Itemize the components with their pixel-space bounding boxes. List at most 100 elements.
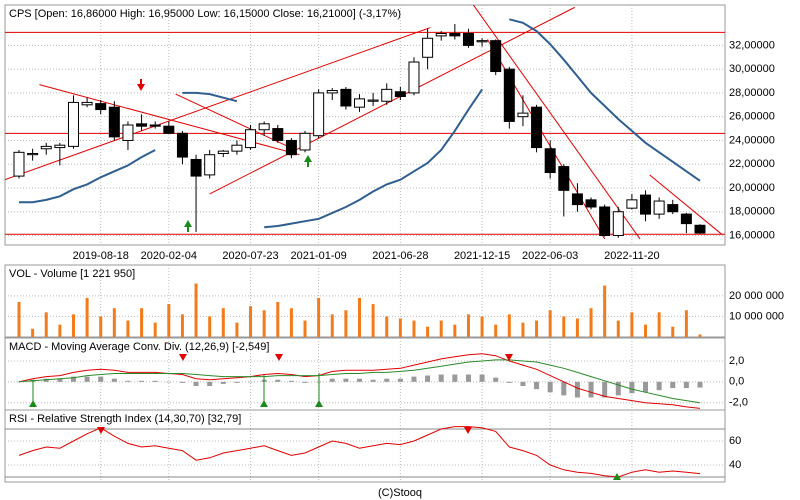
volume-bar [644, 324, 648, 337]
histogram-bar [534, 381, 540, 390]
panel-title: VOL - Volume [1 221 950] [9, 268, 135, 280]
histogram-bar [520, 381, 526, 386]
x-tick-label: 2020-02-04 [141, 250, 197, 262]
histogram-bar [275, 379, 281, 382]
candle-body [462, 33, 474, 46]
candle-body [13, 151, 25, 177]
panel-title: MACD - Moving Average Conv. Div. (12,26,… [9, 341, 269, 353]
y-tick-label: 60 [729, 435, 741, 447]
histogram-bar [452, 374, 458, 382]
histogram-bar [697, 381, 703, 388]
candle-body [190, 158, 202, 177]
volume-bar [140, 308, 144, 337]
indicator-line [18, 359, 701, 404]
candle-body [503, 68, 515, 122]
candle-body [599, 206, 611, 236]
volume-bar [180, 314, 184, 337]
candle-body [381, 88, 393, 102]
volume-bar [412, 320, 416, 337]
histogram-bar [479, 374, 485, 382]
volume-bar [44, 312, 48, 337]
histogram-bar [643, 381, 649, 393]
histogram-bar [465, 374, 471, 382]
histogram-bar [656, 381, 662, 391]
volume-bar [235, 322, 239, 337]
x-tick-label: 2021-01-09 [290, 250, 346, 262]
histogram-bar [98, 376, 104, 382]
volume-bar [167, 304, 171, 337]
candle-body [640, 194, 652, 215]
volume-bar [548, 310, 552, 337]
buy-signal [260, 400, 268, 407]
candle-body [531, 106, 543, 149]
buy-signal [29, 400, 37, 407]
volume-bar [112, 308, 116, 337]
volume-bar [317, 297, 321, 337]
candle-body [694, 224, 706, 234]
histogram-bar [16, 381, 22, 383]
candle-body [313, 92, 325, 137]
y-tick-label: -2,0 [729, 397, 748, 409]
volume-bar [249, 306, 253, 337]
trend-line [39, 84, 300, 156]
candle-body [81, 101, 93, 106]
candle-body [163, 125, 175, 134]
sell-signal [464, 427, 472, 434]
volume-bar [575, 318, 579, 337]
moving-average [19, 18, 701, 229]
histogram-bar [683, 381, 689, 389]
candle-body [571, 193, 583, 206]
buy-signal [184, 220, 192, 227]
histogram-bar [506, 381, 512, 383]
volume-bar [71, 314, 75, 337]
volume-bar [385, 316, 389, 337]
sell-signal [97, 427, 105, 434]
y-tick-label: 10 000 000 [729, 310, 784, 322]
histogram-bar [602, 381, 608, 398]
candle-body [340, 88, 352, 107]
buy-signal [304, 155, 312, 162]
panel-frame [4, 4, 726, 246]
volume-bar [684, 310, 688, 337]
candle-body [612, 211, 624, 236]
volume-bar [153, 322, 157, 337]
volume-bar [616, 320, 620, 337]
histogram-bar [234, 381, 240, 383]
y-tick-label: 20,00000 [729, 182, 775, 194]
histogram-bar [343, 378, 349, 382]
histogram-bar [139, 380, 145, 382]
candle-body [27, 153, 39, 156]
panel-title: CPS [Open: 16,86000 High: 16,95000 Low: … [9, 8, 401, 20]
histogram-bar [397, 378, 403, 382]
histogram-bar [152, 380, 158, 382]
histogram-bar [493, 377, 499, 382]
candle-body [394, 91, 406, 97]
y-tick-label: 32,00000 [729, 39, 775, 51]
sell-signal [275, 354, 283, 361]
histogram-bar [329, 378, 335, 382]
candle-body [354, 98, 365, 108]
candle-body [258, 123, 270, 131]
candle-body [272, 128, 284, 141]
volume-bar [521, 322, 525, 337]
sell-signal [179, 354, 187, 361]
candle-body [326, 90, 338, 94]
volume-bar [194, 283, 198, 337]
volume-bar [358, 297, 361, 337]
trend-line [5, 27, 431, 181]
candle-body [285, 139, 297, 156]
candle-body [408, 61, 420, 94]
histogram-bar [411, 376, 417, 382]
volume-bar [208, 316, 212, 337]
volume-bar [698, 334, 702, 337]
candle-body [367, 99, 379, 102]
volume-bar [657, 312, 661, 337]
panel-title: RSI - Relative Strength Index (14,30,70)… [9, 413, 241, 425]
y-tick-label: 26,00000 [729, 111, 775, 123]
y-tick-label: 2,0 [729, 355, 744, 367]
volume-bar [371, 304, 375, 337]
candle-body [149, 124, 161, 127]
histogram-bar [288, 380, 294, 382]
buy-signal [307, 161, 309, 167]
candle-body [680, 213, 692, 225]
